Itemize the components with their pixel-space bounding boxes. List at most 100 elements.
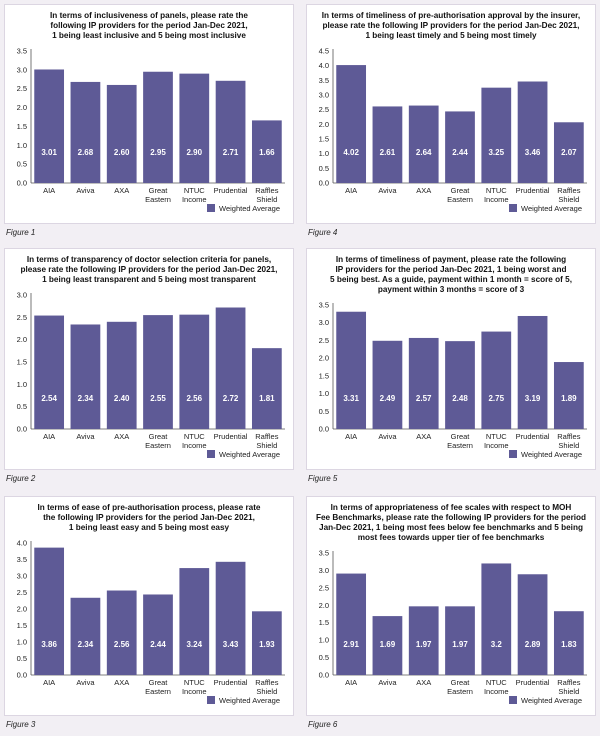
y-tick-label: 2.5 [319,583,329,592]
bar [445,341,475,429]
bar-value-label: 2.57 [416,394,432,403]
figure-6-caption: Figure 6 [308,720,338,729]
bar-chart-svg: 0.0 0.5 1.0 1.5 2.0 2.5 3.0 3.5 4.0 3.86 AIA 2.34 Av… [17,539,285,705]
chart-title-line: payment within 3 months = score of 3 [377,285,525,294]
bar [106,590,137,675]
y-tick-label: 3.0 [17,572,27,581]
chart-title-line: Jan-Dec 2021, 1 being most fees below fe… [319,523,583,532]
y-tick-label: 1.0 [17,380,27,389]
y-tick-label: 1.0 [17,141,27,150]
x-category-label: Aviva [76,432,95,441]
figure-1-caption: Figure 1 [6,228,36,237]
bar [553,122,584,183]
y-tick-label: 2.5 [17,588,27,597]
chart-title-line: 1 being least timely and 5 being most ti… [365,31,537,40]
bar-value-label: 3.19 [525,394,541,403]
bar-value-label: 1.89 [561,394,577,403]
x-category-label: Aviva [76,678,95,687]
x-category-label: NTUC Income [182,432,207,450]
bar-value-label: 3.25 [488,148,504,157]
legend-swatch [207,696,215,704]
y-tick-label: 1.0 [319,389,329,398]
y-tick-label: 4.0 [17,539,27,548]
y-tick-label: 1.0 [319,636,329,645]
x-category-label: AXA [114,432,129,441]
chart-title-line: the following IP providers for the perio… [43,513,255,522]
bar [445,111,475,183]
bar [70,597,101,675]
bar [517,315,548,429]
figure-5-caption: Figure 5 [308,474,338,483]
bar [553,611,584,675]
figure-3-caption: Figure 3 [6,720,36,729]
x-category-label: Great Eastern [145,432,171,450]
chart-title: In terms of timeliness of payment, pleas… [307,255,595,295]
y-tick-label: 3.5 [17,555,27,564]
x-category-label: Raffles Shield [255,186,278,204]
bar-value-label: 1.83 [561,640,577,649]
x-category-label: Raffles Shield [557,432,580,450]
chart-title-line: please rate the following IP providers f… [20,265,278,274]
bar-value-label: 2.68 [78,148,94,157]
chart-title-line: most fees towards upper tier of fee benc… [357,533,545,542]
bar [481,563,512,675]
chart-title-line: In terms of transparency of doctor selec… [26,255,272,264]
x-category-label: NTUC Income [484,432,509,450]
bar-value-label: 2.71 [223,148,239,157]
x-category-label: AIA [345,678,357,687]
bar [106,84,137,183]
bar-chart-svg: 0.0 0.5 1.0 1.5 2.0 2.5 3.0 2.54 AIA 2.34 Aviva 2.4… [17,291,285,459]
x-category-label: Aviva [378,186,397,195]
x-category-label: Aviva [76,186,95,195]
x-category-label: Raffles Shield [557,186,580,204]
chart-panel-figure-3: In terms of ease of pre-authorisation pr… [4,496,294,716]
x-category-label: Aviva [378,678,397,687]
bar-value-label: 3.24 [186,640,202,649]
bar-value-label: 1.81 [259,394,275,403]
bar-value-label: 2.49 [380,394,396,403]
x-category-label: AXA [114,678,129,687]
chart-title-line: Fee Benchmarks, please rate the followin… [315,513,587,522]
bar-chart-svg: 0.0 0.5 1.0 1.5 2.0 2.5 3.0 3.5 3.31 AIA 2.49 Aviva… [319,301,587,459]
y-tick-label: 3.5 [319,301,329,310]
y-tick-label: 1.0 [17,638,27,647]
bar-value-label: 2.56 [186,394,202,403]
y-tick-label: 4.5 [319,47,329,56]
chart-title-line: 1 being least inclusive and 5 being most… [52,31,246,40]
bar-value-label: 2.40 [114,394,130,403]
legend-label: Weighted Average [219,450,280,459]
bar [445,606,475,675]
bar-value-label: 2.44 [150,640,166,649]
x-category-label: AIA [345,186,357,195]
bar [106,321,137,429]
bar-value-label: 2.61 [380,148,396,157]
figure-2-caption: Figure 2 [6,474,36,483]
y-tick-label: 0.5 [17,160,27,169]
y-tick-label: 2.0 [319,601,329,610]
bar [336,573,367,675]
legend-swatch [207,450,215,458]
bar [179,314,210,429]
y-tick-label: 3.0 [319,91,329,100]
bar-value-label: 2.48 [452,394,468,403]
bar [372,340,403,429]
y-tick-label: 2.5 [17,84,27,93]
legend-label: Weighted Average [521,204,582,213]
x-category-label: NTUC Income [484,678,509,696]
bar-value-label: 1.97 [416,640,432,649]
chart-title-line: In terms of timeliness of pre-authorisat… [321,11,581,20]
bar-value-label: 2.56 [114,640,130,649]
y-tick-label: 4.0 [319,61,329,70]
bar [143,315,173,429]
y-tick-label: 3.0 [17,65,27,74]
y-tick-label: 2.0 [17,335,27,344]
bar [517,574,548,675]
chart-title-line: In terms of ease of pre-authorisation pr… [37,503,261,512]
bar [408,337,439,429]
bar [215,561,246,675]
bar-value-label: 2.72 [223,394,239,403]
bar [372,616,403,675]
bar-value-label: 2.55 [150,394,166,403]
bar-chart-svg: 0.0 0.5 1.0 1.5 2.0 2.5 3.0 3.5 4.0 4.5 4.02 AIA 2.6… [319,47,587,213]
chart-title-line: In terms of inclusiveness of panels, ple… [50,11,248,20]
